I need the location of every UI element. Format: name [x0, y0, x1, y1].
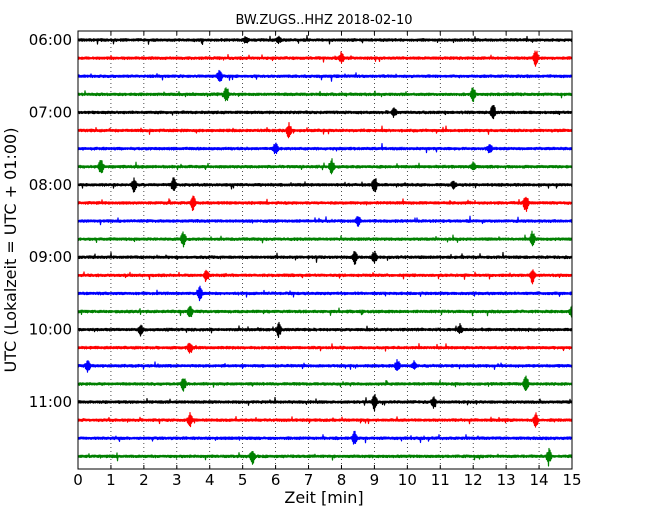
y-tick-label: 10:00	[29, 321, 72, 339]
seismogram-trace-1045	[77, 375, 573, 392]
y-axis-ticks: 06:00 07:00 08:00 09:00 10:00 11:00	[29, 31, 572, 411]
x-tick-label: 1	[106, 471, 116, 489]
x-tick-label: 2	[139, 471, 149, 489]
x-tick-label: 10	[398, 471, 417, 489]
seismogram-trace-0815	[77, 195, 573, 212]
seismogram-trace-1030	[77, 359, 573, 373]
seismogram-trace-0945	[77, 305, 573, 318]
seismogram-trace-1015	[77, 342, 573, 354]
seismogram-trace-0930	[77, 285, 573, 302]
x-tick-label: 0	[73, 471, 83, 489]
seismogram-trace-0615	[77, 50, 573, 67]
x-tick-label: 7	[304, 471, 314, 489]
seismogram-trace-0745	[77, 158, 573, 175]
plot-frame	[77, 30, 573, 470]
seismogram-trace-1115	[77, 412, 573, 428]
seismogram-trace-0845	[77, 230, 573, 248]
seismogram-trace-0800	[77, 177, 573, 193]
x-tick-label: 3	[172, 471, 182, 489]
seismogram-trace-0830	[77, 215, 573, 227]
x-tick-label: 6	[271, 471, 281, 489]
x-tick-label: 12	[464, 471, 483, 489]
seismogram-trace-0715	[77, 122, 573, 139]
x-axis-ticks: 0 1 2 3 4 5 6 7 8 9 10 11 12 13 14 15	[73, 31, 582, 489]
traces-group	[77, 34, 573, 467]
y-tick-label: 09:00	[29, 248, 72, 266]
chart-title: BW.ZUGS..HHZ 2018-02-10	[235, 13, 412, 28]
seismogram-trace-0700	[77, 104, 573, 120]
x-tick-label: 9	[370, 471, 380, 489]
x-axis-label: Zeit [min]	[284, 488, 363, 507]
x-tick-label: 14	[530, 471, 549, 489]
seismogram-trace-1130	[77, 430, 573, 445]
seismogram-trace-0730	[77, 142, 573, 155]
seismogram-trace-0645	[77, 87, 573, 103]
x-tick-label: 11	[431, 471, 450, 489]
seismogram-trace-0900	[77, 250, 573, 265]
x-tick-label: 8	[337, 471, 347, 489]
y-tick-label: 06:00	[29, 31, 72, 49]
x-tick-label: 13	[497, 471, 516, 489]
seismogram-trace-1100	[77, 393, 573, 412]
x-tick-label: 5	[238, 471, 248, 489]
seismogram-trace-0915	[77, 269, 573, 285]
x-tick-label: 4	[205, 471, 215, 489]
y-tick-label: 11:00	[29, 393, 72, 411]
seismogram-trace-0600	[77, 34, 573, 46]
seismogram-trace-0630	[77, 69, 573, 82]
seismogram-trace-1000	[77, 321, 573, 339]
x-tick-label: 15	[562, 471, 581, 489]
seismogram-trace-1145	[77, 447, 573, 467]
y-axis-label: UTC (Lokalzeit = UTC + 01:00)	[1, 128, 20, 373]
y-tick-label: 07:00	[29, 103, 72, 121]
y-tick-label: 08:00	[29, 176, 72, 194]
